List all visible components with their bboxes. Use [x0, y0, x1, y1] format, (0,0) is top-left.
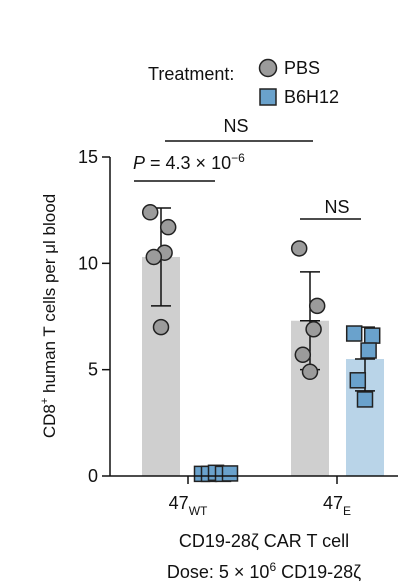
data-point-pbs	[305, 321, 322, 338]
group1-p-value: P = 4.3 × 10−6	[133, 151, 245, 173]
group2-ns-label: NS	[324, 197, 349, 217]
data-point-pbs	[290, 240, 308, 257]
data-point-pbs	[141, 204, 159, 221]
legend-label-pbs: PBS	[284, 58, 320, 78]
legend-title: Treatment:	[148, 64, 234, 84]
y-tick-label: 5	[88, 360, 98, 380]
y-tick-label: 15	[78, 147, 98, 167]
data-point-pbs	[294, 346, 312, 364]
data-point-pbs	[152, 318, 170, 336]
data-point-b6h12	[345, 325, 363, 342]
y-tick-label: 10	[78, 253, 98, 273]
dose-footer: Dose: 5 × 106 CD19-28ζ	[167, 560, 361, 582]
data-point-b6h12	[356, 391, 374, 408]
significance-annotations: NS P = 4.3 × 10−6 NS	[133, 116, 361, 220]
legend-label-b6h12: B6H12	[284, 87, 339, 107]
data-point-b6h12	[221, 465, 239, 482]
data-point-b6h12	[360, 342, 377, 359]
overall-ns-label: NS	[223, 116, 248, 136]
x-tick-label: 47E	[323, 493, 351, 518]
data-point-pbs	[159, 218, 177, 236]
y-tick-label: 0	[88, 466, 98, 486]
data-point-pbs	[301, 363, 319, 381]
x-axis-label: CD19-28ζ CAR T cell	[179, 531, 349, 551]
legend-marker-pbs	[258, 58, 278, 78]
legend-marker-b6h12	[259, 88, 277, 106]
y-axis-label: CD8+ human T cells per μl blood	[39, 194, 59, 438]
legend: Treatment: PBS B6H12	[148, 58, 339, 107]
data-point-b6h12	[349, 372, 367, 389]
x-tick-label: 47WT	[169, 493, 208, 518]
data-point-pbs	[145, 248, 163, 266]
data-point-b6h12	[363, 327, 381, 344]
data-point-pbs	[308, 297, 326, 315]
